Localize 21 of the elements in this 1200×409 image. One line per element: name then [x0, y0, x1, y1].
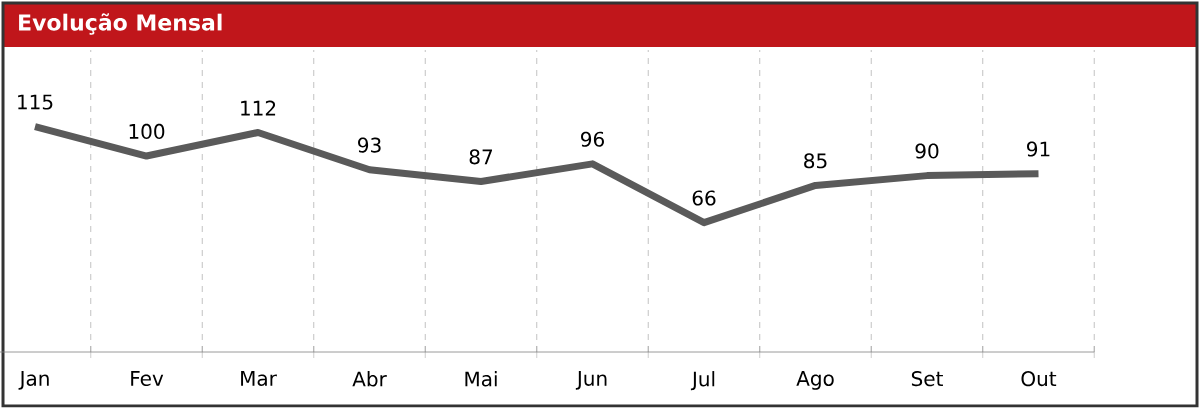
- x-tick-label: Jan: [18, 371, 49, 390]
- data-label: 87: [469, 149, 493, 165]
- data-label: 90: [915, 143, 939, 159]
- x-tick-label: Set: [911, 371, 943, 387]
- data-label: 100: [129, 123, 165, 139]
- data-label: 115: [18, 94, 53, 110]
- data-label: 96: [581, 131, 604, 147]
- x-tick-label: Jun: [575, 371, 607, 390]
- x-tick-label: Abr: [352, 371, 387, 387]
- x-tick-label: Fev: [131, 371, 164, 386]
- data-label: 85: [804, 153, 827, 169]
- data-label: 93: [358, 137, 381, 153]
- x-tick-label: Out: [1021, 371, 1057, 387]
- data-label: 91: [1027, 141, 1050, 157]
- data-label: 112: [241, 100, 276, 116]
- chart-title: Evolução Mensal: [19, 13, 222, 35]
- x-tick-label: Mar: [241, 371, 277, 386]
- x-tick-label: Mai: [465, 371, 497, 387]
- x-tick-label: Ago: [796, 371, 834, 390]
- x-tick-label: Jul: [690, 371, 715, 391]
- data-label: 66: [692, 190, 716, 206]
